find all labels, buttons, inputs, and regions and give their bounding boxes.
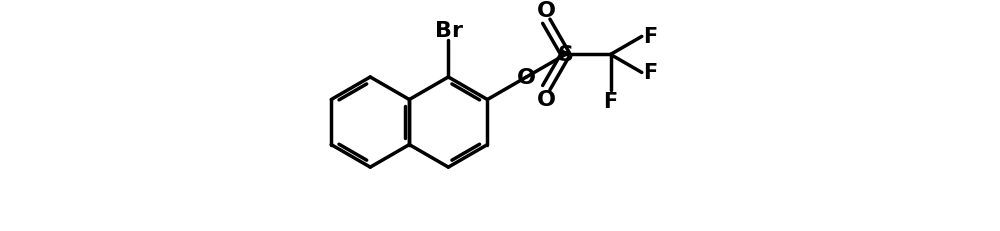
Text: F: F — [603, 92, 618, 112]
Text: O: O — [537, 1, 556, 21]
Text: F: F — [643, 63, 657, 83]
Text: O: O — [537, 89, 556, 109]
Text: F: F — [643, 27, 657, 47]
Text: O: O — [517, 68, 536, 88]
Text: S: S — [557, 45, 573, 65]
Text: Br: Br — [435, 20, 463, 40]
